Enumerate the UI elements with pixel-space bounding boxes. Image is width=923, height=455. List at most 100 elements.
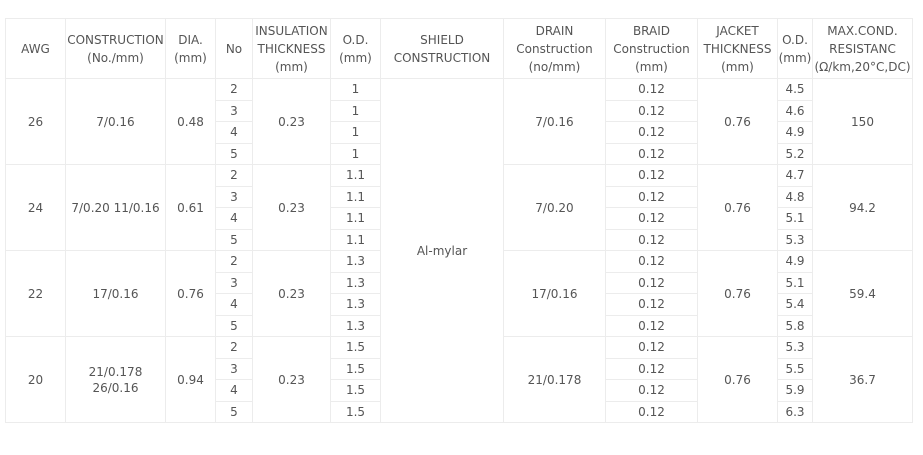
cell-line: DRAIN [535,23,574,38]
od-cell: 1.1 [330,185,381,208]
insulation-cell: 0.23 [252,78,331,165]
cell-line: (mm) [635,59,668,74]
no-cell: 4 [215,379,253,402]
table-row: 4 1.1 0.12 5.1 [6,207,913,230]
no-cell: 2 [215,250,253,273]
drain-cell: 7/0.16 [503,78,606,165]
cell-line: AWG [21,41,50,56]
header-cell: No [215,18,253,79]
construction-cell: 7/0.20 11/0.16 [65,164,166,251]
cell-line: 21/0.178 [527,372,582,387]
table-row: 4 1.5 0.12 5.9 [6,379,913,402]
drain-cell: 17/0.16 [503,250,606,337]
table-row: 5 1 0.12 5.2 [6,142,913,165]
construction-cell: 7/0.16 [65,78,166,165]
no-cell: 4 [215,293,253,316]
cell-line: O.D. [782,32,808,47]
drain-cell: 7/0.20 [503,164,606,251]
od2-cell: 5.9 [777,379,813,402]
cell-line: 17/0.16 [531,286,578,301]
braid-cell: 0.12 [605,293,698,316]
table-body: 26 7/0.16 0.48 2 0.23 1 Al-mylar 7/0.16 0.12 0.76… [5,78,913,423]
insulation-cell: 0.23 [252,336,331,423]
cell-line: Construction [516,41,593,56]
od-cell: 1.5 [330,336,381,359]
dia-cell: 0.76 [165,250,216,337]
braid-cell: 0.12 [605,99,698,122]
table-row: 26 7/0.16 0.48 2 0.23 1 Al-mylar 7/0.16 0.12 0.76… [5,78,913,423]
od-cell: 1.3 [330,293,381,316]
awg-cell: 26 [5,78,66,165]
header-cell: SHIELD CONSTRUCTION [380,18,504,79]
cell-line: (no/mm) [528,59,581,74]
no-cell: 2 [215,336,253,359]
od2-cell: 5.8 [777,314,813,337]
jacket-cell: 0.76 [697,164,778,251]
table-row: 3 1.5 0.12 5.5 [6,357,913,380]
cell-line: (mm) [778,50,812,65]
cell-line: 7/0.16 [96,114,135,129]
awg-cell: 20 [5,336,66,423]
braid-cell: 0.12 [605,314,698,337]
resistance-cell: 94.2 [812,164,913,251]
table-row: 3 1 0.12 4.6 [6,99,913,122]
braid-cell: 0.12 [605,379,698,402]
od-cell: 1.5 [330,357,381,380]
no-cell: 5 [215,314,253,337]
header-cell: INSULATION THICKNESS (mm) [252,18,331,79]
od-cell: 1.3 [330,314,381,337]
construction-cell: 17/0.16 [65,250,166,337]
jacket-cell: 0.76 [697,250,778,337]
resistance-cell: 150 [812,78,913,165]
cell-line: (mm) [174,50,207,65]
insulation-cell: 0.23 [252,250,331,337]
od-cell: 1 [330,78,381,101]
no-cell: 4 [215,121,253,144]
od-cell: 1.3 [330,271,381,294]
cell-line: (mm) [339,50,372,65]
table-row: 5 1.5 0.12 6.3 [6,400,913,423]
braid-cell: 0.12 [605,78,698,101]
cell-line: SHIELD [420,32,464,47]
table-row: 4 1.3 0.12 5.4 [6,293,913,316]
cell-line: DIA. [178,32,203,47]
od2-cell: 4.9 [777,121,813,144]
od2-cell: 5.5 [777,357,813,380]
resistance-cell: 59.4 [812,250,913,337]
cell-line: 7/0.16 [535,114,574,129]
resistance-cell: 36.7 [812,336,913,423]
od-cell: 1.3 [330,250,381,273]
drain-cell: 21/0.178 [503,336,606,423]
od2-cell: 5.4 [777,293,813,316]
table-row: 5 1.3 0.12 5.8 [6,314,913,337]
header-cell: DRAIN Construction (no/mm) [503,18,606,79]
od-cell: 1 [330,142,381,165]
table-row: 4 1 0.12 4.9 [6,121,913,144]
od-cell: 1.1 [330,228,381,251]
od2-cell: 6.3 [777,400,813,423]
od-cell: 1 [330,121,381,144]
awg-cell: 24 [5,164,66,251]
header-cell: BRAID Construction (mm) [605,18,698,79]
od2-cell: 4.5 [777,78,813,101]
construction-cell: 21/0.178 26/0.16 [65,336,166,423]
table-row: 24 7/0.20 11/0.16 0.61 2 0.23 1.1 7/0.20 0.12 0.… [5,164,913,251]
jacket-cell: 0.76 [697,336,778,423]
braid-cell: 0.12 [605,185,698,208]
cell-line: (No./mm) [87,50,144,65]
no-cell: 5 [215,400,253,423]
od2-cell: 4.6 [777,99,813,122]
header-cell: AWG [5,18,66,79]
cell-line: Construction [613,41,690,56]
header-cell: CONSTRUCTION (No./mm) [65,18,166,79]
od-cell: 1 [330,99,381,122]
no-cell: 5 [215,142,253,165]
no-cell: 2 [215,164,253,187]
table-row: 5 1.1 0.12 5.3 [6,228,913,251]
cell-line: CONSTRUCTION [393,50,491,65]
header-cell: DIA. (mm) [165,18,216,79]
braid-cell: 0.12 [605,336,698,359]
table-row: 3 1.1 0.12 4.8 [6,185,913,208]
table-row: 20 21/0.178 26/0.16 0.94 2 0.23 1.5 21/0.178 0.1… [5,336,913,423]
od2-cell: 5.1 [777,271,813,294]
